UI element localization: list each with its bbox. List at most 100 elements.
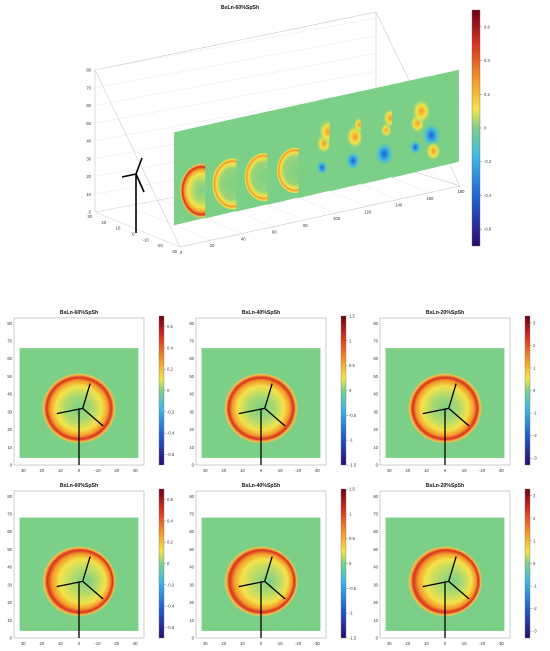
x-tick-label: 10 (58, 641, 63, 646)
x-tick-label: -30 (132, 641, 139, 646)
x-tick-label: 30 (387, 641, 392, 646)
y-tick-label: 40 (7, 565, 12, 570)
colorbar-tick-label: 1 (349, 338, 352, 343)
x-tick-label: -10 (277, 641, 284, 646)
colorbar-tick-label: -0.2 (167, 409, 175, 414)
colorbar (341, 489, 346, 638)
x-tick-label: 40 (241, 236, 246, 241)
colorbar-ticks: 0.6 0.4 0.2 0 -0.2 -0.4 -0.6 (480, 24, 492, 232)
colorbar-tick-label: 1.5 (349, 314, 355, 319)
x-tick-label: 20 (222, 641, 227, 646)
y-tick-label: 10 (189, 618, 194, 623)
y-tick-label: 80 (189, 321, 194, 326)
x-tick-label: 0 (444, 641, 447, 646)
z-tick-label: 40 (86, 139, 91, 144)
x-tick-label: 20 (40, 468, 45, 473)
z-tick-label: 10 (86, 192, 91, 197)
colorbar-tick-label: -2 (533, 433, 537, 438)
y-tick-label: 50 (373, 374, 378, 379)
y-tick-label: -20 (157, 243, 164, 248)
colorbar-tick-label: -1 (533, 411, 537, 416)
x-tick-label: 10 (424, 468, 429, 473)
y-tick-label: 40 (373, 565, 378, 570)
y-tick-label: 0 (192, 636, 195, 641)
colorbar-tick-label: -0.2 (484, 159, 492, 164)
colorbar-tick-label: -0.6 (167, 625, 175, 630)
colorbar-tick-label: 1 (533, 365, 536, 370)
colorbar-tick-label: 0.4 (167, 518, 173, 523)
panel-4: BsLn-60%SpSh 30 20 10 0 -10 -20 -30 0 10 20 30 40 50 6… (7, 483, 175, 646)
y-tick-label: 60 (189, 529, 194, 534)
colorbar-tick-label: 0 (167, 561, 170, 566)
colorbar-tick-label: -3 (533, 456, 537, 461)
wake-blob (374, 141, 395, 168)
y-tick-label: 30 (189, 582, 194, 587)
y-tick-label: 70 (189, 339, 194, 344)
panel-title: BsLn-60%SpSh (60, 310, 98, 316)
y-tick-label: 0 (10, 463, 13, 468)
wake-blob (316, 159, 329, 176)
colorbar-tick-label: 0 (484, 126, 487, 131)
colorbar-tick-label: -0.5 (349, 413, 357, 418)
y-tick-label: 20 (7, 600, 12, 605)
colorbar-tick-label: 0.2 (484, 92, 490, 97)
y-tick-label: 50 (373, 547, 378, 552)
wake-blob (425, 140, 442, 162)
colorbar-tick-label: -0.6 (167, 452, 175, 457)
y-tick-label: 70 (373, 512, 378, 517)
y-tick-label: 30 (373, 582, 378, 587)
turbine-icon (56, 383, 104, 465)
y-tick-label: 10 (373, 445, 378, 450)
colorbar (159, 489, 164, 638)
colorbar-tick-label: 0 (167, 388, 170, 393)
y-tick-label: 20 (189, 600, 194, 605)
y-tick-label: 20 (373, 600, 378, 605)
x-tick-label: -10 (95, 641, 102, 646)
chart-3d-slices: BsLn-60%SpSh 020406080100120140160180010… (86, 5, 492, 255)
axis-ticks: 0204060801001201401601800102030405060708… (86, 68, 465, 256)
x-tick-label: 20 (406, 641, 411, 646)
panel-title: BsLn-20%SpSh (426, 310, 464, 316)
colorbar-tick-label: -1.5 (349, 636, 357, 641)
y-tick-label: 60 (373, 529, 378, 534)
colorbar-tick-label: -0.4 (484, 193, 492, 198)
y-tick-label: 50 (7, 374, 12, 379)
colorbar-tick-label: -1.5 (349, 463, 357, 468)
colorbar-tick-label: 1 (349, 511, 352, 516)
x-tick-label: 0 (260, 641, 263, 646)
x-tick-label: 0 (260, 468, 263, 473)
y-tick-label: 10 (189, 445, 194, 450)
y-tick-label: 30 (7, 582, 12, 587)
turbine-icon (238, 556, 286, 638)
turbine-icon (56, 556, 104, 638)
x-tick-label: 80 (303, 223, 308, 228)
y-tick-label: 70 (7, 512, 12, 517)
colorbar-tick-label: 0 (349, 388, 352, 393)
wake-blob (409, 139, 422, 156)
x-tick-label: 30 (387, 468, 392, 473)
y-tick-label: -30 (171, 249, 178, 254)
x-tick-label: -10 (461, 641, 468, 646)
x-tick-label: 20 (40, 641, 45, 646)
colorbar-tick-label: 0.5 (349, 363, 355, 368)
colorbar-tick-label: -0.6 (484, 227, 492, 232)
colorbar-tick-label: -1 (349, 611, 353, 616)
colorbar-tick-label: -3 (533, 629, 537, 634)
colorbar-tick-label: 0.2 (167, 367, 173, 372)
x-tick-label: -30 (132, 468, 139, 473)
colorbar (341, 316, 346, 465)
colorbar-tick-label: 1 (533, 538, 536, 543)
y-tick-label: 0 (132, 232, 135, 237)
y-tick-label: 30 (373, 409, 378, 414)
chart-title: BsLn-60%SpSh (221, 5, 259, 11)
colorbar-tick-label: 0.6 (167, 497, 173, 502)
turbine-icon (238, 383, 286, 465)
panel-title: BsLn-40%SpSh (242, 310, 280, 316)
colorbar-tick-label: 3 (533, 320, 536, 325)
z-tick-label: 70 (86, 85, 91, 90)
colorbar-tick-label: 0.5 (349, 536, 355, 541)
x-tick-label: 160 (426, 196, 434, 201)
